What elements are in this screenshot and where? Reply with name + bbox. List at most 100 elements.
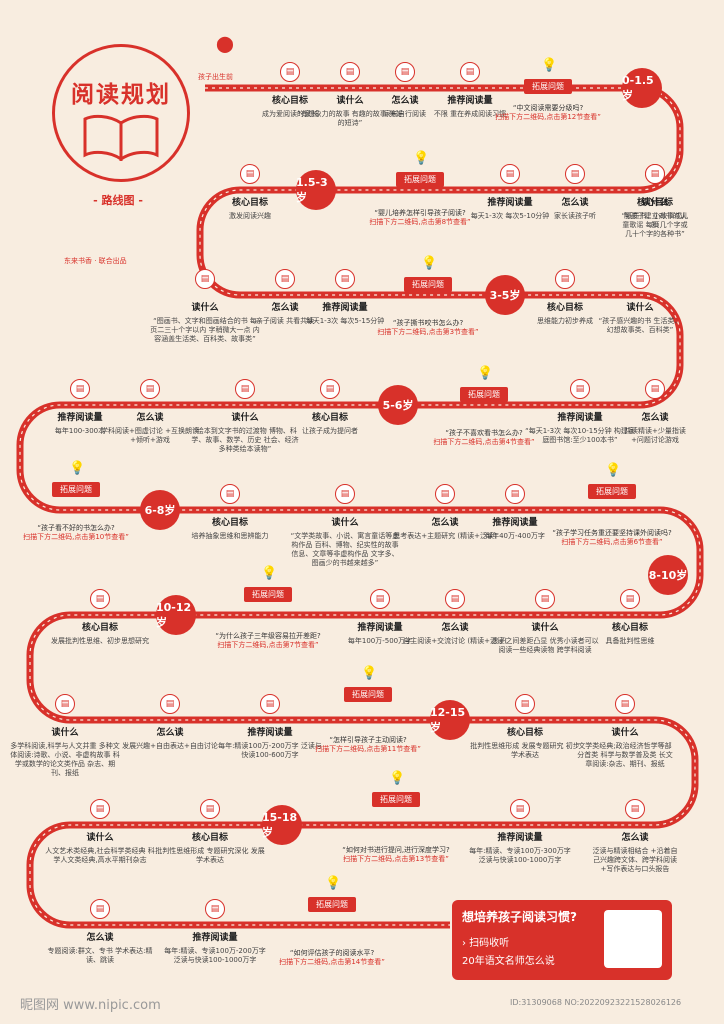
book-icon: ▤	[630, 269, 650, 289]
question-tag: 拓展问题	[460, 387, 508, 402]
stop-heading: 读什么	[191, 303, 219, 313]
question-link[interactable]: 扫描下方二维码,点击第14节查看”	[279, 958, 385, 967]
stop-f2: 读什么 “文学类故事、小说、寓言童话等虚构作品 百科、博物、纪实性的故事 信息、文…	[290, 518, 400, 568]
stop-text: 专题阅读:群文、专书 学术表达:精读、跳读	[47, 946, 153, 964]
lightbulb-icon: 💡	[69, 461, 86, 476]
book-icon: ▤	[260, 694, 280, 714]
stop-heading: 读什么	[626, 303, 654, 313]
stop-heading: 推荐阅读量	[247, 728, 293, 738]
stop-heading: 核心目标	[231, 198, 268, 208]
question-line: “孩子撕书咬书怎么办?	[392, 319, 464, 327]
age-badge: 1.5-3岁	[296, 170, 336, 210]
book-icon: ▤	[55, 694, 75, 714]
stop-i2: 核心目标批判性思维形成 专题研究深化 发展学术表达	[155, 833, 265, 865]
cta-line-1: › 扫码收听	[462, 938, 510, 949]
question-link[interactable]: 扫描下方二维码,点击第13节查看”	[343, 855, 449, 864]
stop-text: 每年40万-400万字	[485, 531, 545, 540]
stop-c3: 推荐阅读量 每天1-3次 每次5-15分钟	[306, 303, 385, 326]
stop-text: 每年:精读100万-200万字 泛读与快读100-600万字	[218, 741, 322, 759]
question-link[interactable]: 扫描下方二维码,点击第12节查看”	[495, 113, 601, 122]
question-text: “为什么孩子三年级容易拉开差距? 扫描下方二维码,点击第7节查看”	[215, 632, 320, 650]
question-line: “婴儿培养怎样引导孩子阅读?	[374, 209, 466, 217]
stop-heading: 读什么	[336, 96, 364, 106]
book-icon: ▤	[90, 899, 110, 919]
question-link[interactable]: 扫描下方二维码,点击第4节查看”	[433, 438, 535, 447]
stop-text: 每年:精读、专读100万-300万字 泛读与快读100-1000万字	[469, 846, 571, 864]
stop-text: 批判性思维形成 专题研究深化 发展学术表达	[155, 846, 265, 864]
page-title: 阅读规划	[71, 82, 171, 108]
stop-b5: 核心目标 激发阅读兴趣	[229, 198, 271, 221]
stop-text: 发展兴趣+自由表达+自由讨论	[122, 741, 218, 750]
book-icon: ▤	[240, 164, 260, 184]
age-badge: 3-5岁	[485, 275, 525, 315]
question-line: “孩子学习任务重还要坚持课外阅读吗?	[552, 529, 672, 537]
stop-heading: 怎么读	[621, 833, 649, 843]
stop-b4: 推荐阅读量 每天1-3次 每次5-10分钟	[471, 198, 550, 221]
stop-text: “每天1-3次 每次10-15分钟 构建家庭图书馆:至少100本书”	[525, 426, 635, 444]
stop-f1: 核心目标 培养抽象思维和思辨能力	[192, 518, 269, 541]
book-icon: ▤	[200, 799, 220, 819]
question-text: “孩子撕书咬书怎么办? 扫描下方二维码,点击第3节查看”	[377, 319, 478, 337]
stop-heading: 怎么读	[86, 933, 114, 943]
stop-heading: 推荐阅读量	[447, 96, 493, 106]
book-icon: ▤	[205, 899, 225, 919]
stop-text: “绘本到文字书的过渡物 博物、科学、故事、数学、历史 社会、经济多种类绘本读物”	[191, 426, 299, 453]
stop-text: “文学类故事、小说、寓言童话等虚构作品 百科、博物、纪实性的故事 信息、文章等非…	[290, 531, 400, 567]
stop-heading: 推荐阅读量	[57, 413, 103, 423]
cta-line-2: 20年语文名师怎么说	[462, 956, 555, 967]
open-book-icon	[83, 114, 159, 161]
stop-heading: 核心目标	[636, 198, 673, 208]
question-tag: 拓展问题	[404, 277, 452, 292]
stop-text: 具备批判性思维	[605, 636, 655, 645]
stop-f4: 推荐阅读量 每年40万-400万字	[485, 518, 545, 541]
stop-heading: 怎么读	[441, 623, 469, 633]
question-link[interactable]: 扫描下方二维码,点击第11节查看”	[315, 745, 421, 754]
stop-b3: 怎么读 家长读孩子听	[554, 198, 596, 221]
watermark: 昵图网 www.nipic.com	[20, 998, 161, 1013]
book-icon: ▤	[340, 62, 360, 82]
cta-panel[interactable]: 想培养孩子阅读习惯? › 扫码收听 20年语文名师怎么说	[452, 900, 672, 980]
question-link[interactable]: 扫描下方二维码,点击第3节查看”	[377, 328, 479, 337]
stop-i4: 怎么读 泛读与精读相结合 +沿着自己兴趣跨文体、跨学科阅读 +写作表达与口头报告	[591, 833, 680, 874]
stop-heading: 核心目标	[311, 413, 348, 423]
question-tag: 拓展问题	[588, 484, 636, 499]
book-icon: ▤	[645, 379, 665, 399]
qr-code[interactable]	[604, 910, 662, 968]
stop-j1: 怎么读专题阅读:群文、专书 学术表达:精读、跳读	[45, 933, 155, 965]
stop-heading: 读什么	[641, 198, 669, 208]
stop-b1: 核心目标 帮孩子建立对书的认知	[621, 198, 690, 230]
stop-text: 思考表达+主题研究 (精读+泛读)	[393, 531, 497, 540]
question-link[interactable]: 扫描下方二维码,点击第10节查看”	[23, 533, 129, 542]
stop-h1: 读什么 多学科阅读,科学与人文并重 多种文体阅读:诗歌、小说、非虚构故事 科学或数…	[10, 728, 120, 778]
lightbulb-icon: 💡	[477, 366, 494, 381]
stop-d1: 核心目标 思维能力初步养成	[537, 303, 593, 326]
book-icon: ▤	[90, 589, 110, 609]
stop-heading: 怎么读	[136, 413, 164, 423]
stop-text: “孩子感兴趣的书 生活类、幻想故事类、百科类”	[598, 316, 682, 334]
stop-heading: 核心目标	[191, 833, 228, 843]
question-link[interactable]: 扫描下方二维码,点击第8节查看”	[369, 218, 471, 227]
stop-e6: 怎么读 共读精读+少量指读 +问题讨论游戏	[621, 413, 690, 445]
book-icon: ▤	[445, 589, 465, 609]
question-link[interactable]: 扫描下方二维码,点击第7节查看”	[217, 641, 319, 650]
age-badge: 5-6岁	[378, 385, 418, 425]
page-subtitle: - 路线图 -	[93, 194, 143, 207]
question-link[interactable]: 扫描下方二维码,点击第6节查看”	[561, 538, 663, 547]
book-icon: ▤	[565, 164, 585, 184]
question-text: “孩子不喜欢看书怎么办? 扫描下方二维码,点击第4节查看”	[433, 429, 534, 447]
lightbulb-icon: 💡	[605, 463, 622, 478]
start-label: 孩子出生前	[198, 73, 233, 81]
stop-i3: 推荐阅读量 每年:精读、专读100万-300万字 泛读与快读100-1000万字	[465, 833, 575, 865]
book-icon: ▤	[535, 589, 555, 609]
stop-heading: 核心目标	[211, 518, 248, 528]
book-icon: ▤	[90, 799, 110, 819]
book-icon: ▤	[435, 484, 455, 504]
stop-heading: 怎么读	[156, 728, 184, 738]
stop-b2: 读什么 “纸质书、小故事或儿童歌谣 每页几个字或几十个字的各种书”	[621, 198, 690, 239]
stop-heading: 读什么	[231, 413, 259, 423]
stop-g3: 怎么读 自主阅读+交流讨论 (精读+泛读)	[403, 623, 506, 646]
stop-h3: 推荐阅读量每年:精读100万-200万字 泛读与快读100-600万字	[215, 728, 325, 760]
stop-text: 思维能力初步养成	[537, 316, 593, 325]
stop-heading: 读什么	[611, 728, 639, 738]
